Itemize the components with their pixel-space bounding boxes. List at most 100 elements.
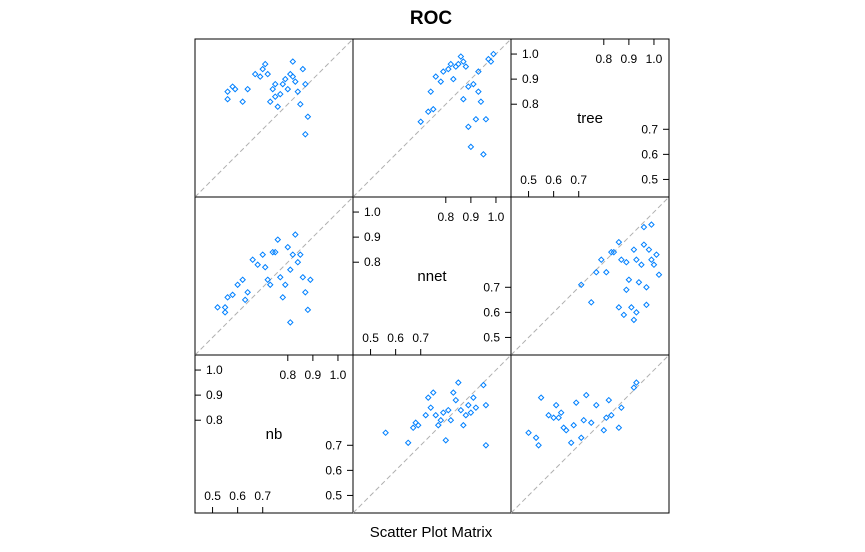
data-point [422, 411, 430, 419]
tick-label: 0.8 [279, 368, 296, 382]
data-point [261, 263, 269, 271]
data-point [610, 248, 618, 256]
data-point [271, 248, 279, 256]
tick-label: 0.9 [364, 230, 381, 244]
data-point [597, 256, 605, 264]
data-point [266, 98, 274, 106]
data-point [279, 80, 287, 88]
tick-label: 0.6 [325, 463, 342, 477]
tick-label: 0.9 [463, 210, 480, 224]
data-point [602, 414, 610, 422]
data-point [214, 304, 221, 311]
data-point [462, 63, 470, 70]
data-point [427, 88, 435, 95]
data-point [633, 256, 640, 264]
data-point [429, 389, 437, 396]
data-point [562, 426, 570, 434]
tick-label: 0.9 [206, 388, 223, 402]
x-axis-label: Scatter Plot Matrix [370, 524, 493, 541]
data-point [249, 256, 256, 264]
tick-label: 0.7 [412, 331, 429, 345]
data-point [640, 241, 648, 248]
data-point [439, 68, 447, 75]
data-point [580, 416, 588, 424]
data-point [462, 411, 470, 419]
data-point [289, 251, 297, 258]
data-point [615, 424, 623, 432]
data-point [470, 394, 477, 401]
data-point [256, 73, 264, 80]
data-point [239, 276, 246, 284]
data-point [281, 75, 289, 83]
data-point [640, 223, 648, 231]
data-point [432, 411, 440, 419]
variable-name-nnet: nnet [417, 268, 447, 285]
data-point [264, 276, 272, 284]
data-point [442, 436, 450, 444]
data-point [482, 401, 490, 409]
data-point [467, 409, 475, 416]
data-point [618, 404, 625, 411]
data-point [239, 98, 246, 106]
data-point [414, 421, 422, 429]
tick-label: 1.0 [522, 47, 539, 61]
data-point [279, 294, 287, 301]
data-point [577, 434, 585, 442]
data-point [297, 100, 304, 108]
tick-label: 0.7 [570, 173, 587, 187]
data-point [465, 123, 472, 131]
data-point [630, 246, 638, 253]
data-point [444, 406, 452, 414]
data-point [292, 231, 299, 238]
data-point [638, 261, 645, 269]
data-point [450, 75, 457, 83]
tick-label: 0.8 [206, 413, 223, 427]
tick-label: 0.7 [254, 489, 271, 503]
tick-label: 0.9 [522, 72, 539, 86]
tick-label: 1.0 [330, 368, 347, 382]
tick-label: 0.8 [522, 97, 539, 111]
data-point [269, 248, 277, 256]
data-point [633, 309, 640, 316]
data-point [281, 281, 289, 289]
data-point [259, 65, 267, 73]
data-point [299, 65, 307, 73]
data-point [455, 60, 462, 68]
data-point [304, 113, 312, 121]
data-point [271, 93, 279, 100]
data-point [648, 256, 655, 264]
tick-label: 0.5 [362, 331, 379, 345]
data-point [307, 276, 314, 284]
data-point [261, 60, 269, 68]
data-point [455, 379, 462, 386]
tick-label: 0.7 [641, 122, 658, 136]
data-point [615, 238, 623, 246]
data-point [269, 85, 277, 93]
reference-line [352, 38, 512, 198]
data-point [457, 53, 465, 60]
data-point [289, 58, 297, 65]
data-point [439, 409, 447, 416]
data-point [229, 291, 236, 299]
tick-label: 0.5 [641, 172, 658, 186]
data-point [271, 80, 279, 88]
data-point [302, 130, 309, 138]
data-point [625, 276, 633, 284]
data-point [532, 434, 540, 442]
data-point [592, 401, 600, 409]
tick-label: 0.7 [483, 280, 500, 294]
data-point [602, 268, 610, 276]
reference-line [510, 196, 670, 356]
data-point [572, 399, 580, 406]
data-point [447, 416, 455, 424]
data-point [284, 85, 292, 93]
variable-name-nb: nb [266, 426, 283, 443]
tick-label: 0.6 [229, 489, 246, 503]
data-point [437, 78, 445, 85]
data-point [299, 273, 307, 281]
data-point [635, 278, 643, 286]
data-point [434, 421, 442, 429]
data-point [633, 379, 640, 386]
reference-line [194, 38, 354, 198]
data-point [465, 83, 472, 90]
